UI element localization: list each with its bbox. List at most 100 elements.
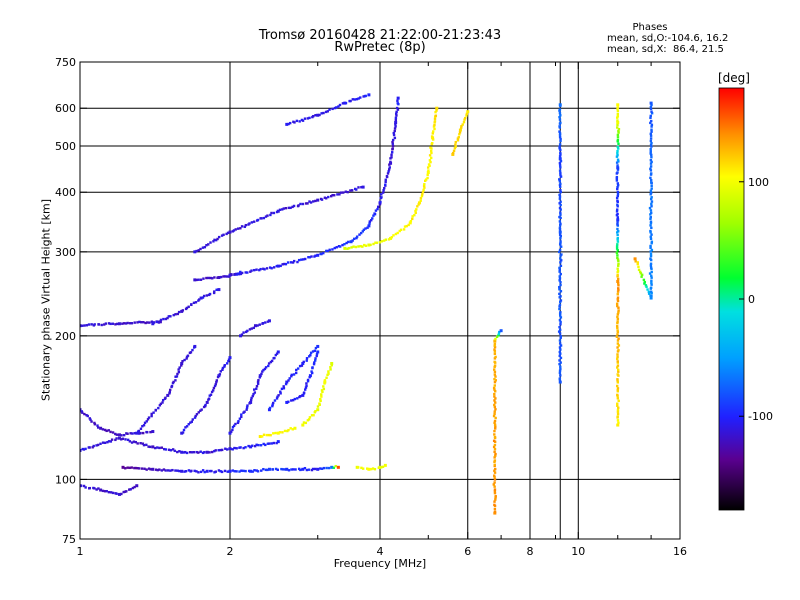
echo-point xyxy=(558,339,562,342)
echo-point xyxy=(494,454,497,457)
x-axis-label: Frequency [MHz] xyxy=(333,557,427,570)
echo-point xyxy=(154,446,157,450)
echo-point xyxy=(557,330,561,333)
echo-point xyxy=(616,149,619,153)
echo-point xyxy=(559,203,562,207)
echo-point xyxy=(303,388,307,391)
echo-point xyxy=(213,238,216,242)
echo-point xyxy=(205,244,208,247)
echo-point xyxy=(380,193,383,196)
echo-point xyxy=(298,120,301,123)
y-tick-label: 200 xyxy=(55,330,76,343)
echo-point xyxy=(649,193,652,196)
echo-point xyxy=(558,193,561,197)
echo-point xyxy=(493,507,497,511)
echo-point xyxy=(322,251,325,255)
echo-point xyxy=(560,253,563,256)
echo-point xyxy=(644,284,648,287)
echo-point xyxy=(251,394,254,398)
echo-point xyxy=(650,274,653,277)
echo-point xyxy=(558,369,562,372)
echo-point xyxy=(103,323,106,326)
echo-point xyxy=(494,375,497,378)
echo-point xyxy=(187,305,190,308)
echo-point xyxy=(392,234,395,237)
echo-point xyxy=(299,468,302,472)
echo-point xyxy=(494,390,497,393)
echo-point xyxy=(616,366,619,369)
echo-point xyxy=(368,220,372,223)
echo-point xyxy=(265,267,269,270)
echo-point xyxy=(163,447,166,451)
echo-point xyxy=(283,429,287,433)
echo-point xyxy=(615,247,619,250)
echo-point xyxy=(80,408,82,412)
echo-point xyxy=(219,370,222,373)
echo-point xyxy=(558,164,562,167)
echo-point xyxy=(453,147,457,150)
echo-point xyxy=(357,245,360,248)
echo-point xyxy=(394,118,398,122)
echo-point xyxy=(636,261,639,264)
echo-point xyxy=(649,116,652,120)
colorbar-unit-label: [deg] xyxy=(718,71,750,85)
echo-point xyxy=(372,242,375,246)
echo-point xyxy=(214,238,218,242)
echo-point xyxy=(254,444,257,448)
echo-point xyxy=(195,413,199,416)
echo-point xyxy=(166,469,170,472)
echo-point xyxy=(240,333,244,336)
echo-point xyxy=(617,311,620,314)
echo-point xyxy=(233,470,236,473)
echo-point xyxy=(290,375,293,378)
echo-point xyxy=(197,471,200,474)
echo-point xyxy=(558,215,561,219)
echo-point xyxy=(281,431,284,434)
echo-point xyxy=(316,405,320,408)
echo-point xyxy=(616,158,620,161)
echo-point xyxy=(272,211,276,215)
echo-point xyxy=(493,395,496,398)
echo-point xyxy=(197,411,200,414)
echo-point xyxy=(649,237,653,241)
echo-point xyxy=(235,273,238,276)
echo-point xyxy=(402,228,406,231)
echo-point xyxy=(405,224,408,228)
echo-point xyxy=(164,448,168,451)
echo-point xyxy=(159,318,163,322)
echo-point xyxy=(177,370,181,374)
echo-point xyxy=(394,112,398,115)
echo-point xyxy=(559,281,562,284)
echo-point xyxy=(558,362,561,366)
echo-point xyxy=(110,438,114,441)
echo-point xyxy=(391,138,395,142)
echo-point xyxy=(174,313,177,316)
echo-point xyxy=(142,321,145,324)
echo-point xyxy=(189,421,192,424)
echo-point xyxy=(387,238,391,241)
echo-point xyxy=(649,221,653,225)
echo-point xyxy=(494,498,497,501)
echo-point xyxy=(559,335,563,338)
echo-point xyxy=(142,431,145,435)
echo-point xyxy=(311,371,314,375)
echo-point xyxy=(559,121,562,124)
echo-point xyxy=(492,368,496,371)
echo-point xyxy=(338,245,342,248)
echo-point xyxy=(202,294,206,298)
echo-point xyxy=(271,403,274,406)
echo-point xyxy=(287,379,290,382)
echo-point xyxy=(326,110,329,113)
echo-point xyxy=(312,114,315,118)
echo-point xyxy=(461,123,464,126)
echo-point xyxy=(493,421,496,425)
echo-point xyxy=(429,146,432,149)
echo-point xyxy=(82,448,86,451)
echo-point xyxy=(150,414,153,418)
echo-point xyxy=(616,168,620,171)
echo-point xyxy=(617,160,620,163)
echo-point xyxy=(260,435,264,438)
echo-point xyxy=(387,170,390,173)
echo-point xyxy=(650,226,653,230)
